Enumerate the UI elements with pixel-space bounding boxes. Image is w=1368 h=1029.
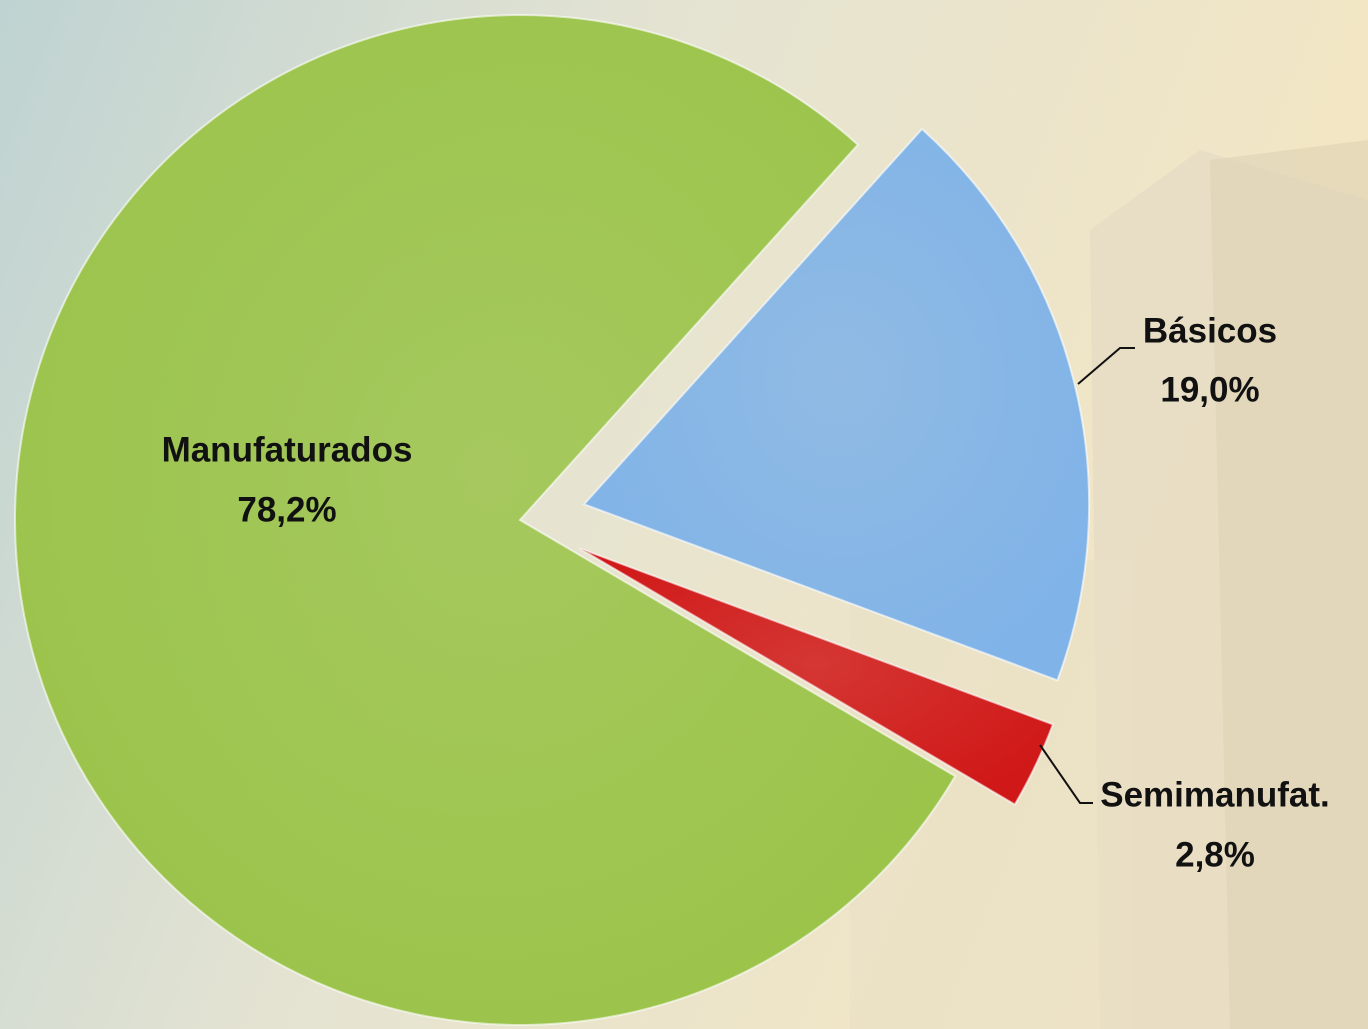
value-label: 78,2% bbox=[237, 490, 336, 529]
chart: Básicos 19,0% Semimanufat. 2,8% Manufaturado… bbox=[0, 0, 1368, 1029]
page: Básicos 19,0% Semimanufat. 2,8% Manufaturado… bbox=[0, 0, 1368, 1029]
bg-bar bbox=[1210, 140, 1368, 1029]
value-label: 19,0% bbox=[1160, 370, 1259, 409]
value-label: 2,8% bbox=[1175, 835, 1255, 874]
slice-label: Semimanufat. bbox=[1100, 775, 1330, 814]
slice-label: Básicos bbox=[1143, 311, 1277, 350]
slice-label: Manufaturados bbox=[162, 430, 413, 469]
